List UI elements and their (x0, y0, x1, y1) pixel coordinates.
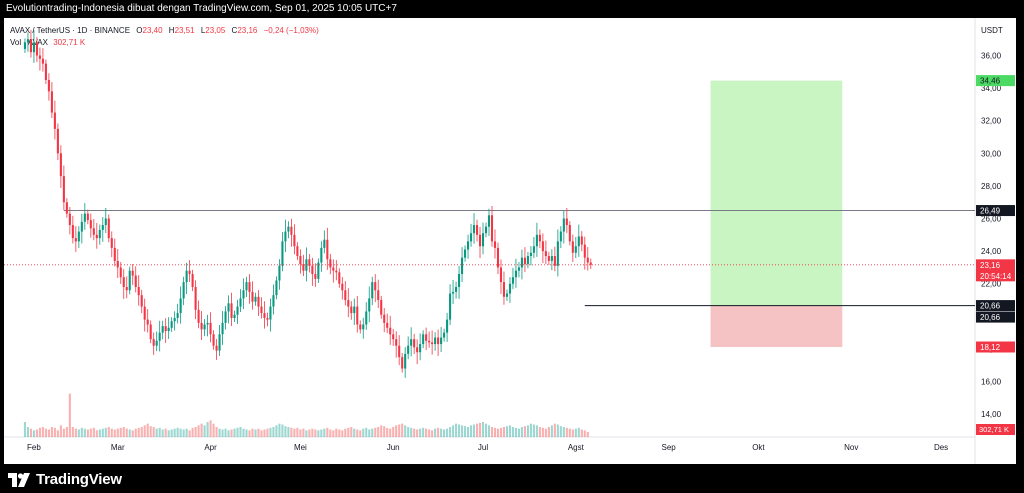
legend-high: 23,51 (174, 26, 195, 35)
tradingview-logo-icon (8, 472, 30, 487)
tradingview-logo[interactable]: TradingView (8, 471, 122, 488)
legend-high-label: H (168, 26, 175, 35)
legend-volume-label[interactable]: Vol · AVAX (10, 38, 48, 47)
legend-close: 23,16 (237, 26, 258, 35)
legend-low-label: L (200, 26, 206, 35)
chart-legend: AVAX / TetherUS · 1D · BINANCE O23,40 H2… (10, 25, 319, 49)
legend-open: 23,40 (142, 26, 163, 35)
footer-bar (0, 464, 1024, 493)
legend-low: 23,05 (205, 26, 226, 35)
chart-caption: Evolutiontrading-Indonesia dibuat dengan… (0, 0, 1024, 18)
tradingview-logo-text: TradingView (36, 471, 122, 488)
legend-open-label: O (136, 26, 143, 35)
legend-ohlc-row: AVAX / TetherUS · 1D · BINANCE O23,40 H2… (10, 25, 319, 37)
legend-symbol[interactable]: AVAX / TetherUS · 1D · BINANCE (10, 26, 131, 35)
currency-label[interactable]: USDT (981, 26, 1003, 35)
legend-volume: 302,71 K (53, 38, 86, 47)
legend-volume-row: Vol · AVAX 302,71 K (10, 37, 319, 49)
legend-close-label: C (231, 26, 238, 35)
legend-change: −0,24 (−1,03%) (263, 26, 319, 35)
chart-panel[interactable] (4, 18, 1016, 464)
